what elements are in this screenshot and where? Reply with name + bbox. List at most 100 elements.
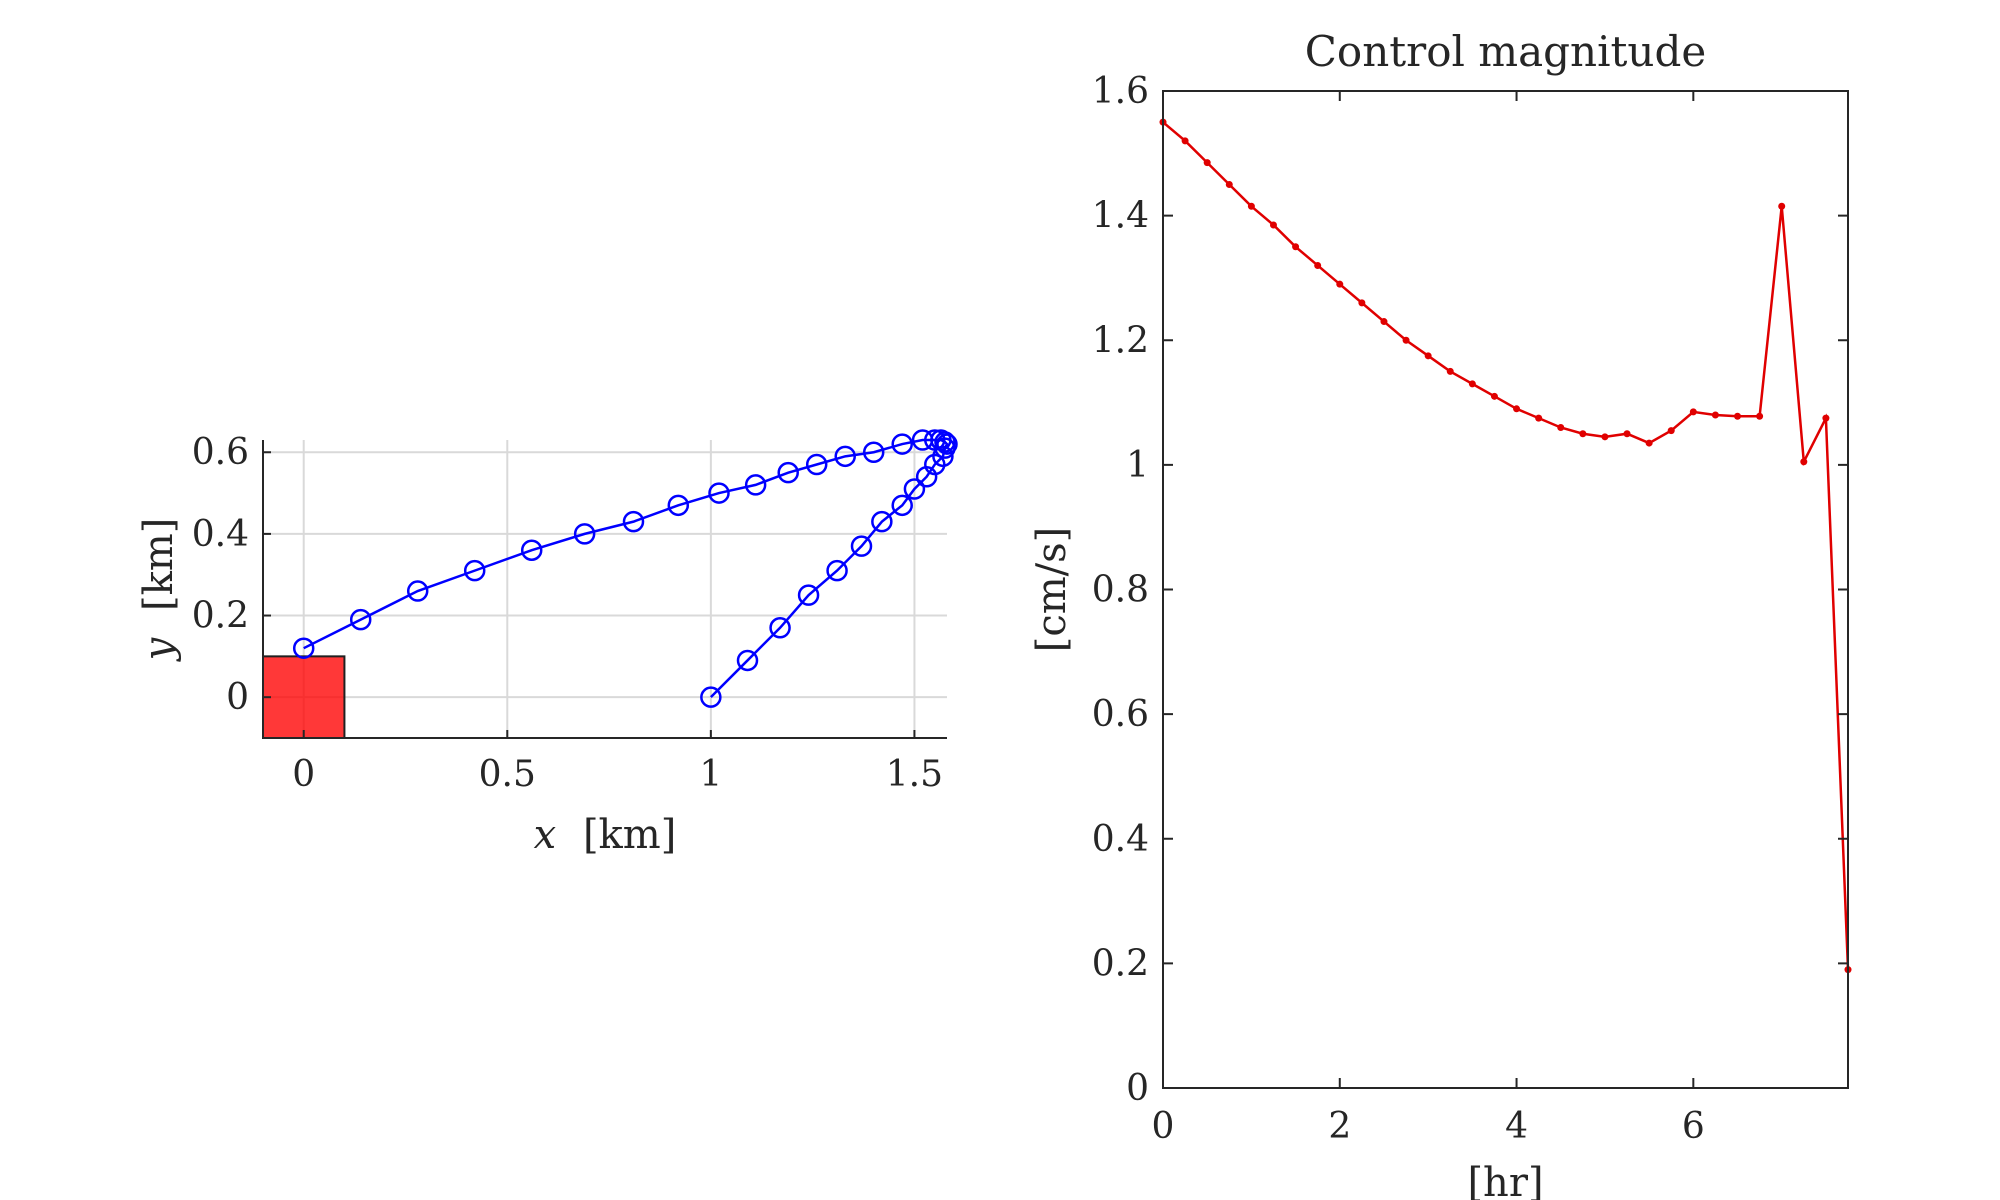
trajectory-marker (850, 535, 873, 557)
y-tick-label: 0.8 (1092, 570, 1149, 611)
x-tick-label: 2 (1328, 1106, 1351, 1147)
control-magnitude-point (1468, 380, 1476, 388)
trajectory-marker (700, 686, 722, 708)
control-magnitude-line (1162, 121, 1850, 970)
control-magnitude-box (1162, 90, 1849, 1089)
trajectory-marker (708, 482, 730, 504)
trajectory-marker (622, 510, 645, 533)
y-tick-label: 0.6 (1092, 694, 1149, 735)
control-magnitude-point (1800, 458, 1808, 466)
control-magnitude-point (1269, 221, 1277, 229)
control-magnitude-point (1358, 299, 1366, 307)
control-magnitude-point (1292, 243, 1300, 251)
trajectory-marker (891, 494, 913, 517)
trajectory-marker (871, 510, 893, 533)
y-tick-label: 0 (226, 677, 249, 718)
control-magnitude-point (1446, 367, 1454, 375)
x-variable: x (534, 812, 557, 858)
trajectory-marker (891, 433, 913, 455)
control-magnitude-point (1380, 318, 1388, 326)
y-tick-label: 0 (1126, 1068, 1149, 1109)
control-magnitude-point (1181, 137, 1189, 145)
trajectory-marker (736, 649, 759, 672)
control-magnitude-point (1336, 280, 1344, 288)
trajectory-x-label: x [km] (534, 812, 677, 858)
trajectory-line (303, 438, 949, 699)
trajectory-marker (406, 580, 429, 602)
trajectory-marker (936, 433, 958, 455)
y-unit: [km] (136, 518, 182, 611)
trajectory-marker (463, 559, 486, 582)
control-magnitude-point (1247, 202, 1255, 210)
control-magnitude-point (1756, 412, 1764, 420)
control-magnitude-point (1623, 430, 1631, 438)
x-tick-label: 6 (1682, 1106, 1705, 1147)
trajectory-marker (777, 461, 799, 484)
trajectory-y-label: y [km] (136, 518, 182, 663)
x-tick-label: 4 (1505, 1106, 1528, 1147)
control-magnitude-title: Control magnitude (1305, 27, 1706, 76)
control-magnitude-point (1689, 408, 1697, 416)
x-tick-label: 0.5 (479, 754, 536, 795)
trajectory-marker (862, 441, 885, 463)
control-magnitude-point (1711, 411, 1719, 419)
trajectory-plot: 0 0.5 1 1.5 0 0.2 0.4 0.6 x [km] y [km] (136, 429, 958, 858)
trajectory-marker (292, 637, 315, 659)
control-magnitude-point (1778, 202, 1786, 210)
y-tick-label: 0.2 (192, 596, 249, 637)
control-magnitude-plot: 0 2 4 6 0 0.2 0.4 0.6 0.8 1 1.2 1.4 1.6 Control magn… (1029, 27, 1852, 1200)
trajectory-marker (573, 523, 596, 545)
trajectory-marker (520, 539, 543, 561)
y-tick-label: 0.6 (192, 432, 249, 473)
y-tick-label: 1.6 (1092, 71, 1149, 112)
control-magnitude-point (1645, 439, 1653, 447)
trajectory-marker (667, 494, 690, 517)
control-magnitude-point (1601, 433, 1609, 441)
trajectory-series (292, 429, 958, 708)
trajectory-axes (262, 440, 947, 739)
control-magnitude-tick-labels: 0 2 4 6 0 0.2 0.4 0.6 0.8 1 1.2 1.4 1.6 (1092, 71, 1705, 1147)
y-tick-label: 1 (1126, 445, 1149, 486)
trajectory-marker (349, 608, 372, 631)
control-magnitude-point (1557, 423, 1565, 431)
control-magnitude-point (1424, 352, 1432, 360)
x-unit: [km] (583, 812, 676, 858)
control-magnitude-series (1159, 118, 1852, 974)
y-tick-label: 0.4 (1092, 819, 1149, 860)
trajectory-marker (744, 474, 767, 496)
x-tick-label: 1.5 (886, 754, 943, 795)
control-magnitude-point (1734, 412, 1742, 420)
control-magnitude-point (1513, 405, 1521, 413)
x-tick-label: 0 (292, 754, 315, 795)
control-magnitude-point (1535, 414, 1543, 422)
trajectory-marker (903, 478, 926, 500)
trajectory-grid (263, 440, 947, 738)
x-tick-label: 1 (699, 754, 722, 795)
control-magnitude-point (1822, 414, 1830, 422)
y-tick-label: 1.2 (1092, 320, 1149, 361)
trajectory-marker (769, 617, 791, 639)
control-magnitude-y-label: [cm/s] (1029, 527, 1075, 653)
control-magnitude-point (1225, 180, 1233, 188)
control-magnitude-point (1579, 430, 1587, 438)
control-magnitude-point (1314, 261, 1322, 269)
control-magnitude-x-label: [hr] (1467, 1160, 1543, 1200)
x-tick-label: 0 (1152, 1106, 1175, 1147)
target-region (262, 655, 346, 739)
trajectory-tick-labels: 0 0.5 1 1.5 0 0.2 0.4 0.6 (192, 432, 943, 795)
control-magnitude-point (1402, 336, 1410, 344)
control-magnitude-point (1203, 159, 1211, 167)
trajectory-marker (826, 559, 848, 582)
trajectory-marker (911, 429, 934, 451)
y-tick-label: 0.4 (192, 514, 249, 555)
y-variable: y (136, 636, 182, 662)
y-tick-label: 0.2 (1092, 943, 1149, 984)
control-magnitude-point (1667, 427, 1675, 435)
y-tick-label: 1.4 (1092, 196, 1149, 237)
trajectory-marker (924, 429, 946, 451)
trajectory-marker (805, 453, 828, 476)
control-magnitude-point (1490, 392, 1498, 400)
trajectory-marker (834, 445, 856, 468)
control-magnitude-axes (1162, 90, 1849, 1089)
